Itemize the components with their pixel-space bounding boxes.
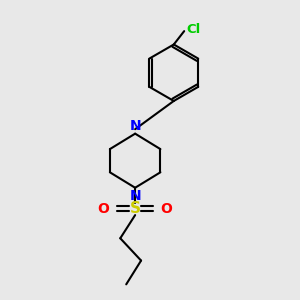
Text: N: N: [129, 189, 141, 202]
Text: O: O: [98, 202, 109, 216]
Text: O: O: [161, 202, 172, 216]
Text: Cl: Cl: [187, 23, 201, 36]
Text: S: S: [130, 201, 141, 216]
Text: N: N: [129, 119, 141, 133]
